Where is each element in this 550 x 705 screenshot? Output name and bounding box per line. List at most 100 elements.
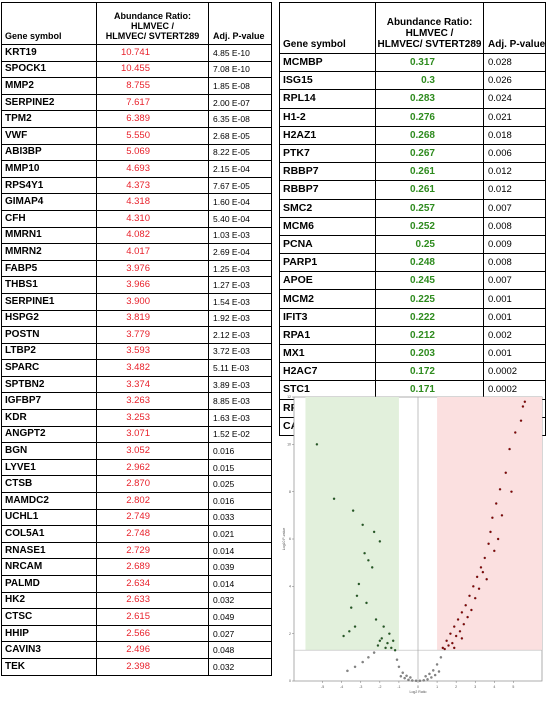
protein-point: [477, 587, 481, 590]
x-tick-label: 5: [512, 685, 514, 689]
left-ratio-cell: 6.389: [96, 110, 209, 128]
right-gene-cell: H1-2: [279, 107, 376, 127]
left-table-row: SPARC 3.482 5.11 E-03: [1, 359, 272, 377]
protein-point: [475, 575, 479, 579]
left-ratio-cell: 3.900: [96, 292, 209, 311]
left-pvalue-cell: 0.014: [208, 541, 272, 560]
left-gene-cell: PALMD: [1, 575, 97, 593]
right-ratio-cell: 0.261: [375, 162, 484, 182]
protein-point: [491, 516, 494, 519]
left-pvalue-cell: 0.015: [208, 458, 272, 477]
left-pvalue-cell: 1.25 E-03: [208, 259, 272, 278]
right-pvalue-cell: 0.001: [483, 343, 546, 364]
right-ratio-cell: 0.212: [375, 325, 484, 346]
left-table-row: MAMDC2 2.802 0.016: [1, 492, 272, 510]
left-table-row: KDR 3.253 1.63 E-03: [1, 409, 272, 427]
right-table-row: MX1 0.203 0.001: [279, 343, 546, 364]
protein-point: [474, 596, 477, 600]
protein-point: [481, 570, 485, 574]
left-ratio-cell: 10.741: [96, 44, 209, 62]
left-gene-cell: SPARC: [1, 359, 97, 377]
y-tick-label: 4: [289, 585, 291, 589]
right-ratio-cell: 0.276: [375, 107, 484, 127]
protein-point: [391, 639, 395, 642]
left-ratio-cell: 3.976: [96, 259, 209, 278]
left-ratio-cell: 3.482: [96, 359, 209, 377]
right-table-row: APOE 0.245 0.007: [279, 271, 546, 291]
left-table-row: RNASE1 2.729 0.014: [1, 541, 272, 560]
protein-point: [380, 637, 383, 640]
left-pvalue-cell: 0.048: [208, 641, 272, 659]
protein-point: [351, 509, 355, 512]
right-gene-cell: APOE: [279, 271, 376, 291]
y-tick-label: 12: [287, 395, 291, 399]
left-table-row: RPS4Y1 4.373 7.67 E-05: [1, 176, 272, 195]
left-table-row: SERPINE1 3.900 1.54 E-03: [1, 292, 272, 311]
x-tick-label: -4: [340, 685, 343, 689]
left-pvalue-cell: 3.89 E-03: [208, 375, 272, 394]
left-pvalue-cell: 2.00 E-07: [208, 93, 272, 112]
left-gene-cell: HK2: [1, 591, 97, 610]
left-ratio-cell: 2.870: [96, 475, 209, 494]
right-header-ratio-line2: HLMVEC /: [405, 28, 454, 39]
right-pvalue-cell: 0.0002: [483, 362, 546, 382]
left-pvalue-cell: 2.15 E-04: [208, 160, 272, 178]
left-gene-cell: CTSC: [1, 608, 97, 626]
right-ratio-cell: 0.257: [375, 198, 484, 218]
left-ratio-cell: 2.634: [96, 575, 209, 593]
protein-point: [388, 632, 391, 635]
left-gene-cell: TEK: [1, 657, 97, 676]
left-table-row: SPTBN2 3.374 3.89 E-03: [1, 375, 272, 394]
left-gene-cell: ABI3BP: [1, 143, 97, 162]
left-gene-cell: CAVIN3: [1, 641, 97, 659]
left-gene-cell: GIMAP4: [1, 193, 97, 211]
protein-point: [441, 646, 444, 650]
left-gene-cell: KDR: [1, 409, 97, 427]
right-ratio-cell: 0.245: [375, 271, 484, 291]
right-pvalue-cell: 0.024: [483, 89, 546, 109]
left-gene-cell: CFH: [1, 209, 97, 228]
left-ratio-cell: 4.693: [96, 160, 209, 178]
protein-point: [483, 556, 486, 560]
protein-point: [355, 594, 359, 597]
right-table-row: RPA1 0.212 0.002: [279, 325, 546, 346]
right-gene-cell: MX1: [279, 343, 376, 364]
left-ratio-cell: 3.253: [96, 409, 209, 427]
right-pvalue-cell: 0.012: [483, 162, 546, 182]
left-table-row: HSPG2 3.819 1.92 E-03: [1, 309, 272, 328]
right-table-row: SMC2 0.257 0.007: [279, 198, 546, 218]
protein-point: [466, 615, 469, 619]
left-ratio-cell: 2.398: [96, 657, 209, 676]
right-gene-cell: PARP1: [279, 253, 376, 273]
left-ratio-cell: 4.373: [96, 176, 209, 195]
protein-point: [430, 676, 433, 679]
right-pvalue-cell: 0.001: [483, 307, 546, 327]
left-pvalue-cell: 7.08 E-10: [208, 60, 272, 79]
left-ratio-cell: 3.263: [96, 392, 209, 411]
right-gene-cell: H2AZ1: [279, 125, 376, 145]
left-gene-cell: MMP2: [1, 77, 97, 95]
right-gene-cell: PTK7: [279, 143, 376, 164]
left-pvalue-cell: 0.021: [208, 525, 272, 543]
y-tick-label: 2: [289, 632, 291, 636]
left-ratio-cell: 4.310: [96, 209, 209, 228]
protein-point: [464, 604, 467, 607]
protein-point: [315, 443, 319, 446]
left-table-row: LYVE1 2.962 0.015: [1, 458, 272, 477]
protein-point: [433, 673, 437, 677]
right-header-ratio-line3: HLMVEC/ SVTERT289: [377, 39, 482, 50]
protein-point: [426, 678, 429, 681]
protein-point: [384, 646, 387, 650]
left-pvalue-cell: 0.027: [208, 624, 272, 643]
protein-point: [342, 634, 345, 638]
right-gene-cell: RPA1: [279, 325, 376, 346]
protein-point: [367, 559, 370, 562]
left-pvalue-cell: 2.69 E-04: [208, 243, 272, 261]
x-tick-label: 4: [493, 685, 495, 689]
left-ratio-cell: 2.566: [96, 624, 209, 643]
upregulated-proteins-table: Gene symbol Abundance Ratio: HLMVEC / HL…: [1, 2, 272, 676]
right-pvalue-cell: 0.002: [483, 325, 546, 346]
protein-point: [445, 639, 448, 642]
left-gene-cell: KRT19: [1, 44, 97, 62]
y-tick-label: 8: [289, 490, 291, 494]
